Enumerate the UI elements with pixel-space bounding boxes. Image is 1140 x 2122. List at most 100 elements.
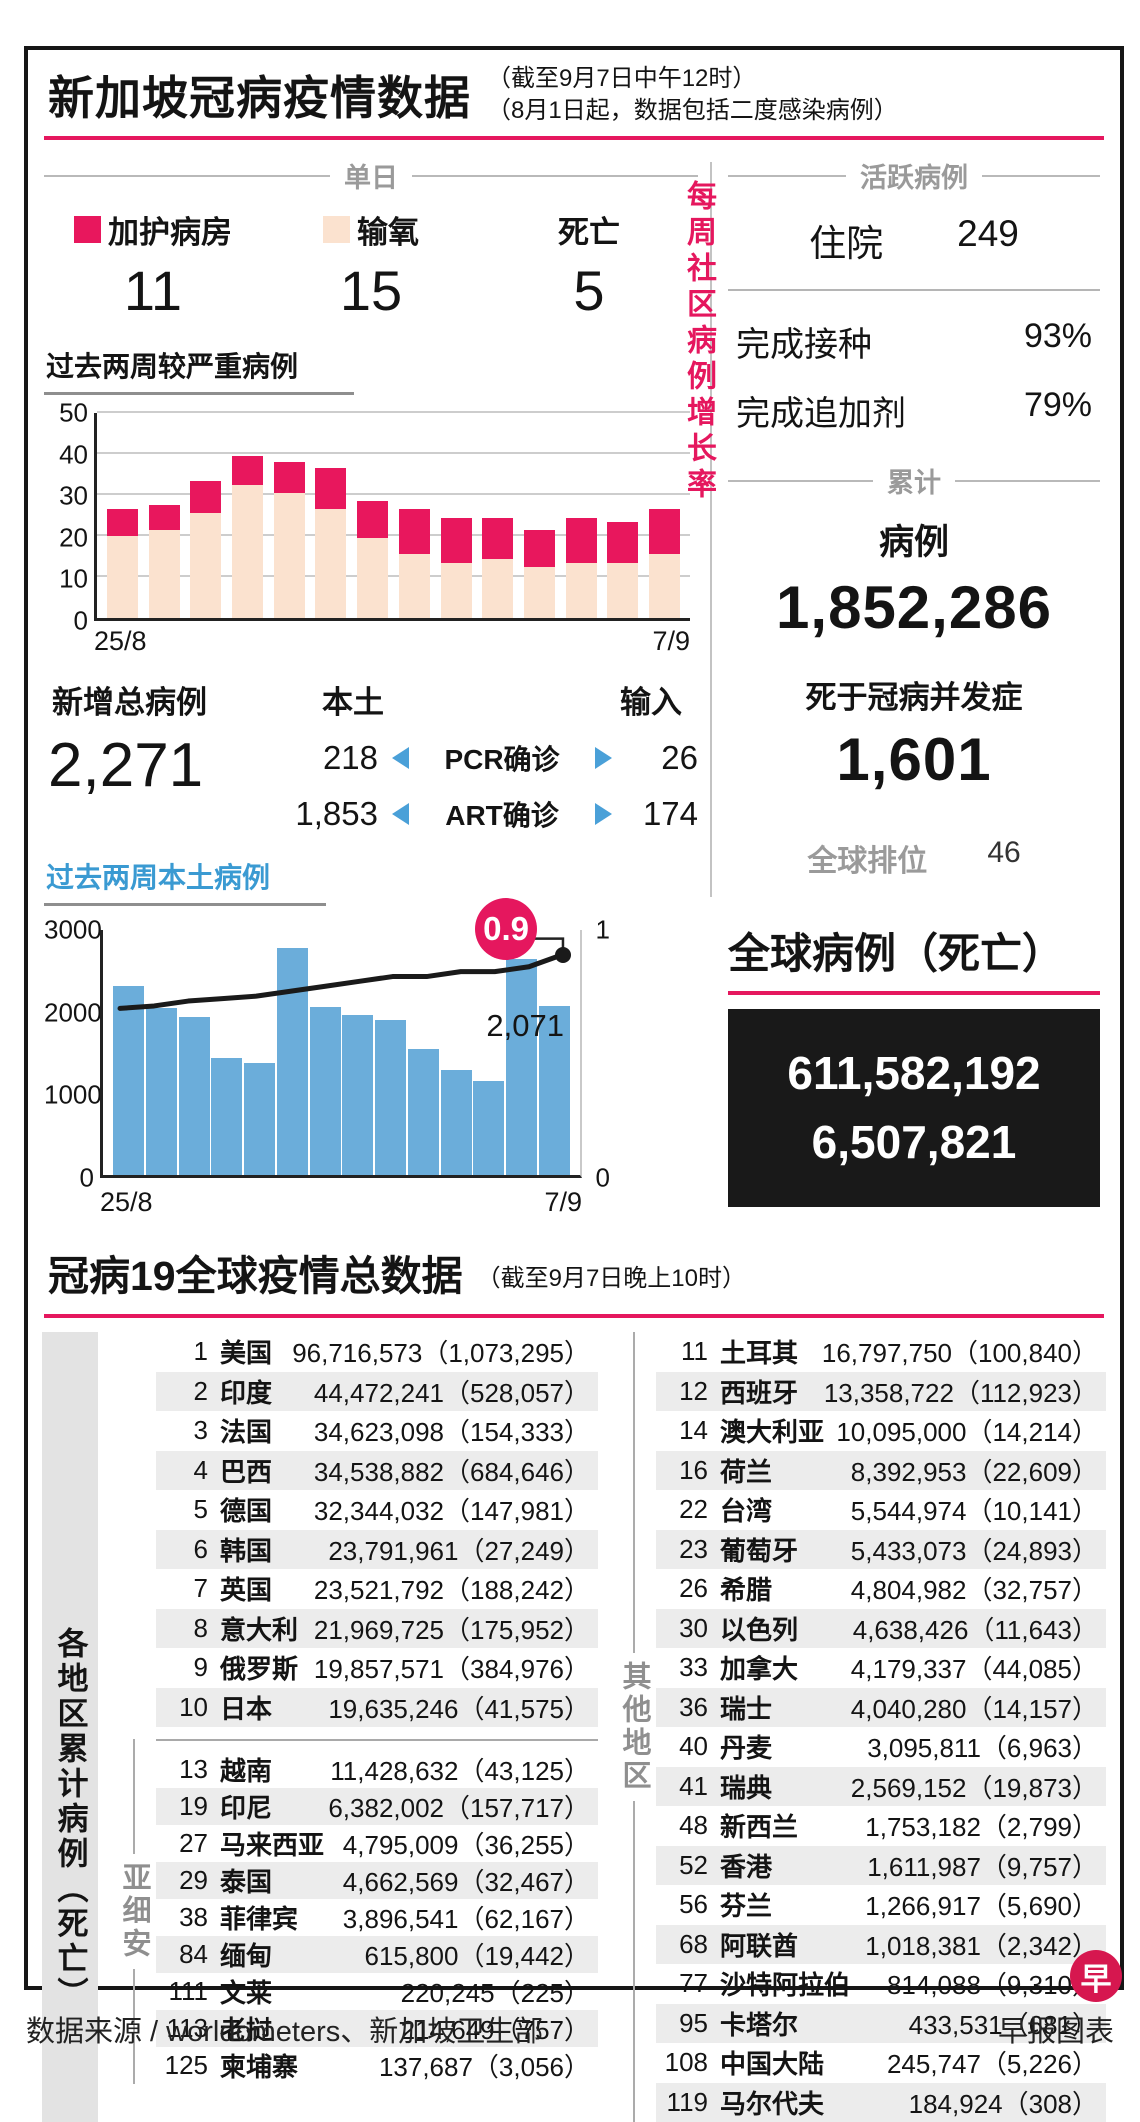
- country-cases-deaths: 10,095,000（14,214）: [836, 1412, 1098, 1449]
- country-rank: 12: [656, 1376, 708, 1407]
- global-deaths-value: 6,507,821: [734, 1108, 1094, 1177]
- oxygen-segment: [524, 567, 555, 618]
- country-rank: 36: [656, 1692, 708, 1723]
- left-arrow-icon: [392, 747, 409, 769]
- severe-chart-title: 过去两周较严重病例: [44, 345, 354, 395]
- severe-bar: [524, 413, 555, 618]
- growth-axis-label: 每周社区病例增长率: [676, 180, 720, 504]
- country-cases-deaths: 23,521,792（188,242）: [314, 1570, 590, 1607]
- country-rank: 26: [656, 1573, 708, 1604]
- country-rank: 108: [656, 2047, 708, 2078]
- country-name: 西班牙: [720, 1373, 798, 1410]
- deaths-value: 5: [480, 258, 698, 323]
- hospitalised-label: 住院: [809, 213, 883, 267]
- country-rank: 38: [156, 1902, 208, 1933]
- vaccinated-label: 完成接种: [736, 317, 872, 366]
- severe-bar: [357, 413, 388, 618]
- icu-segment: [649, 509, 680, 554]
- subtitle-line-1: （截至9月7日中午12时）: [487, 63, 898, 95]
- severe-chart-plot: [94, 413, 690, 621]
- secondary-tick-label: 0: [596, 1163, 610, 1194]
- country-name: 葡萄牙: [720, 1531, 798, 1568]
- growth-rate-badge: 0.9: [475, 898, 537, 960]
- global-title-divider: [728, 991, 1100, 995]
- right-arrow-icon: [595, 747, 612, 769]
- page-title: 新加坡冠病疫情数据: [48, 62, 471, 128]
- country-name: 新西兰: [720, 1807, 798, 1844]
- pcr-local-value: 218: [260, 739, 378, 777]
- country-name: 希腊: [720, 1570, 772, 1607]
- oxygen-segment: [232, 485, 263, 618]
- country-rank: 30: [656, 1613, 708, 1644]
- country-name: 菲律宾: [220, 1899, 298, 1936]
- country-rank: 9: [156, 1652, 208, 1683]
- oxygen-value: 15: [262, 258, 480, 323]
- country-rank: 11: [656, 1336, 708, 1367]
- severe-bar: [399, 413, 430, 618]
- country-cases-deaths: 4,040,280（14,157）: [851, 1689, 1098, 1726]
- country-name: 马来西亚: [220, 1825, 324, 1862]
- oxygen-segment: [274, 493, 305, 618]
- booster-row: 完成追加剂 79%: [728, 376, 1100, 445]
- icu-segment: [524, 530, 555, 567]
- country-rank: 10: [156, 1692, 208, 1723]
- icu-segment: [566, 518, 597, 563]
- country-cases-deaths: 34,538,882（684,646）: [314, 1452, 590, 1489]
- country-rank: 7: [156, 1573, 208, 1604]
- country-cases-deaths: 34,623,098（154,333）: [314, 1412, 590, 1449]
- country-name: 土耳其: [720, 1333, 798, 1370]
- country-name: 英国: [220, 1570, 272, 1607]
- icu-value: 11: [44, 258, 262, 323]
- booster-label: 完成追加剂: [736, 386, 906, 435]
- country-rank: 33: [656, 1652, 708, 1683]
- subtitle-line-2: （8月1日起，数据包括二度感染病例）: [487, 95, 898, 127]
- country-rank: 5: [156, 1494, 208, 1525]
- daily-stat-oxygen: 输氧 15: [262, 207, 480, 323]
- country-name: 香港: [720, 1847, 772, 1884]
- icu-segment: [315, 468, 346, 509]
- world-section-subtitle: （截至9月7日晚上10时）: [477, 1252, 746, 1293]
- severe-bar: [149, 413, 180, 618]
- singapore-charts-column: 单日 加护病房 11 输氧 15: [44, 140, 710, 1218]
- asean-label: 亚细安: [113, 1854, 155, 1969]
- country-cases-deaths: 3,896,541（62,167）: [343, 1899, 590, 1936]
- country-cases-deaths: 13,358,722（112,923）: [824, 1373, 1098, 1410]
- country-name: 加拿大: [720, 1649, 798, 1686]
- y-tick-label: 3000: [44, 915, 94, 946]
- local-x-label-start: 25/8: [100, 1187, 153, 1218]
- global-rank-value: 46: [987, 836, 1020, 880]
- country-cases-deaths: 1,753,182（2,799）: [865, 1807, 1098, 1844]
- table-side-label: 各地区累计病例（死亡）: [48, 1627, 93, 2012]
- country-rank: 13: [156, 1754, 208, 1785]
- cumulative-header: 累计: [728, 461, 1100, 500]
- severe-bar: [274, 413, 305, 618]
- global-cases-value: 611,582,192: [734, 1039, 1094, 1108]
- vaccination-block: 完成接种 93% 完成追加剂 79%: [728, 307, 1100, 445]
- country-name: 越南: [220, 1751, 272, 1788]
- oxygen-segment: [649, 554, 680, 618]
- icu-segment: [274, 462, 305, 493]
- oxygen-segment: [607, 563, 638, 618]
- country-name: 美国: [220, 1333, 272, 1370]
- country-cases-deaths: 19,635,246（41,575）: [328, 1689, 590, 1726]
- country-rank: 111: [156, 1976, 208, 2007]
- oxygen-segment: [482, 559, 513, 618]
- y-tick-label: 2000: [44, 997, 94, 1028]
